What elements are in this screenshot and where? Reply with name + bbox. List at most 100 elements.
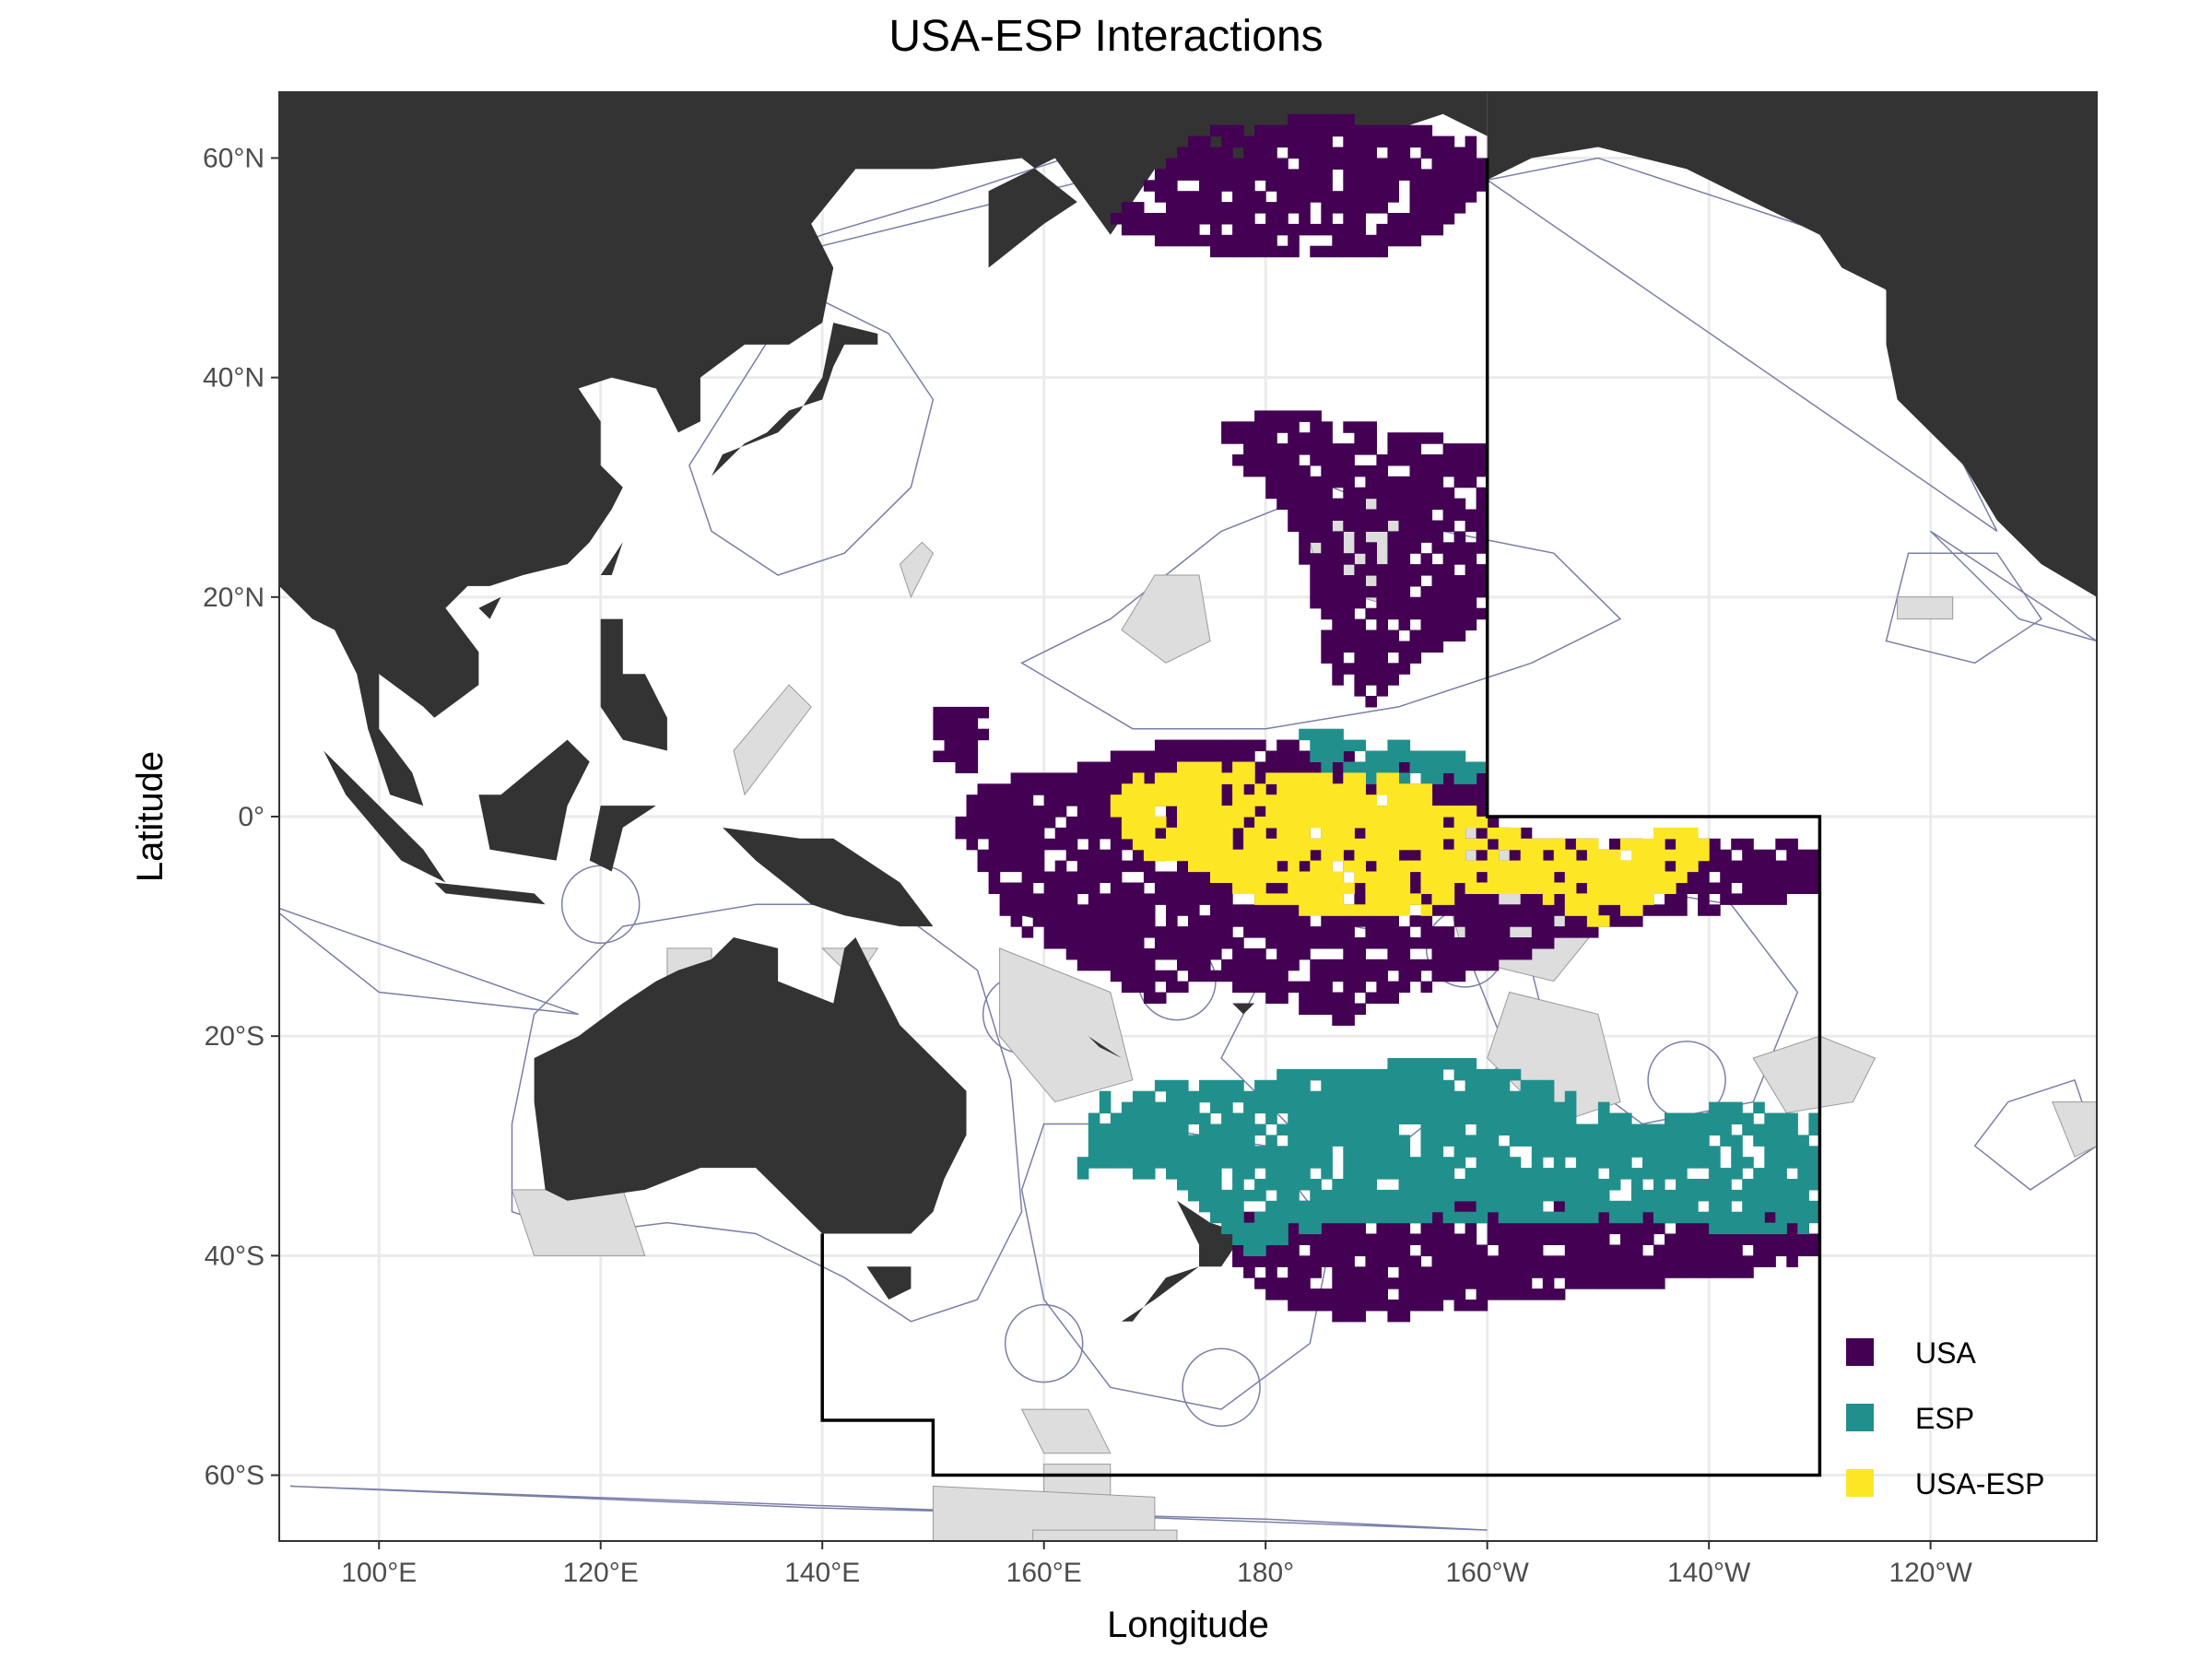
interaction-cell bbox=[1409, 882, 1422, 894]
interaction-cell bbox=[1343, 739, 1355, 752]
interaction-cell bbox=[1277, 487, 1288, 500]
interaction-cell bbox=[1332, 509, 1344, 521]
interaction-cell bbox=[1676, 1179, 1688, 1191]
interaction-cell bbox=[1398, 947, 1411, 960]
interaction-cell bbox=[1564, 838, 1577, 851]
interaction-cell bbox=[1797, 1233, 1809, 1245]
interaction-cell bbox=[1154, 1101, 1167, 1114]
interaction-cell bbox=[1376, 915, 1388, 927]
interaction-cell bbox=[1254, 915, 1266, 927]
interaction-cell bbox=[1553, 893, 1566, 905]
interaction-cell bbox=[1154, 1112, 1167, 1124]
interaction-cell bbox=[1365, 245, 1377, 258]
interaction-cell bbox=[1453, 585, 1466, 598]
interaction-cell bbox=[1354, 596, 1366, 609]
interaction-cell bbox=[1465, 1222, 1477, 1235]
interaction-cell bbox=[1188, 1146, 1200, 1158]
interaction-cell bbox=[1243, 147, 1255, 159]
interaction-cell bbox=[1354, 531, 1366, 543]
interaction-cell bbox=[1299, 947, 1311, 960]
interaction-cell bbox=[1731, 1146, 1743, 1158]
interaction-cell bbox=[1365, 1068, 1377, 1081]
interaction-cell bbox=[1608, 1211, 1621, 1224]
interaction-cell bbox=[1199, 158, 1211, 170]
interaction-cell bbox=[1365, 871, 1377, 883]
interaction-cell bbox=[1431, 169, 1444, 181]
interaction-cell bbox=[1243, 817, 1255, 829]
interaction-cell bbox=[1431, 1255, 1444, 1267]
interaction-cell bbox=[1177, 1101, 1189, 1114]
interaction-cell bbox=[1332, 806, 1344, 818]
interaction-cell bbox=[1365, 652, 1377, 664]
interaction-cell bbox=[1254, 410, 1266, 422]
interaction-cell bbox=[1310, 553, 1322, 565]
interaction-cell bbox=[1265, 1135, 1277, 1147]
interaction-cell bbox=[1332, 871, 1344, 883]
interaction-cell bbox=[1453, 882, 1466, 894]
interaction-cell bbox=[1343, 180, 1355, 192]
interaction-cell bbox=[1288, 169, 1300, 181]
interaction-cell bbox=[1465, 1244, 1477, 1256]
interaction-cell bbox=[1586, 1168, 1599, 1180]
interaction-cell bbox=[1343, 191, 1355, 203]
interaction-cell bbox=[1453, 1277, 1466, 1289]
interaction-cell bbox=[1387, 531, 1399, 543]
interaction-cell bbox=[1442, 772, 1455, 784]
interaction-cell bbox=[1288, 147, 1300, 159]
interaction-cell bbox=[1132, 827, 1145, 840]
interaction-cell bbox=[1720, 1222, 1732, 1235]
interaction-cell bbox=[1653, 849, 1665, 862]
interaction-cell bbox=[1154, 827, 1167, 840]
interaction-cell bbox=[1321, 509, 1333, 521]
interaction-cell bbox=[1265, 827, 1277, 840]
interaction-cell bbox=[1299, 893, 1311, 905]
interaction-cell bbox=[1288, 827, 1300, 840]
interaction-cell bbox=[1687, 1124, 1699, 1135]
land-mass bbox=[1232, 1003, 1255, 1015]
interaction-cell bbox=[1420, 838, 1433, 851]
interaction-cell bbox=[1575, 1266, 1588, 1278]
interaction-cell bbox=[1365, 794, 1377, 806]
protected-area bbox=[899, 541, 935, 599]
interaction-cell bbox=[1243, 443, 1255, 455]
interaction-cell bbox=[1343, 1222, 1355, 1235]
interaction-cell bbox=[1299, 465, 1311, 477]
interaction-cell bbox=[1420, 509, 1433, 521]
interaction-cell bbox=[1199, 893, 1211, 905]
interaction-cell bbox=[1398, 1157, 1411, 1169]
interaction-cell bbox=[1188, 806, 1200, 818]
interaction-cell bbox=[1453, 542, 1466, 554]
interaction-cell bbox=[1010, 904, 1023, 916]
interaction-cell bbox=[1453, 1179, 1466, 1191]
interaction-cell bbox=[1243, 1233, 1255, 1245]
interaction-cell bbox=[1354, 1090, 1366, 1103]
interaction-cell bbox=[1564, 849, 1577, 862]
interaction-cell bbox=[1720, 1112, 1732, 1124]
interaction-cell bbox=[1132, 915, 1145, 927]
interaction-cell bbox=[1299, 1124, 1311, 1135]
interaction-cell bbox=[1332, 1003, 1344, 1015]
interaction-cell bbox=[1121, 893, 1134, 905]
interaction-cell bbox=[1786, 1112, 1798, 1124]
interaction-cell bbox=[1088, 794, 1100, 806]
interaction-cell bbox=[1199, 783, 1211, 795]
interaction-cell bbox=[1166, 827, 1178, 840]
interaction-cell bbox=[1154, 926, 1167, 938]
interaction-cell bbox=[1265, 454, 1277, 466]
interaction-cell bbox=[1277, 1200, 1288, 1213]
interaction-cell bbox=[1398, 904, 1411, 916]
interaction-cell bbox=[1520, 1277, 1533, 1289]
interaction-cell bbox=[1398, 124, 1411, 137]
interaction-cell bbox=[1431, 1058, 1444, 1070]
interaction-cell bbox=[1531, 1233, 1544, 1245]
interaction-cell bbox=[1232, 158, 1244, 170]
interaction-cell bbox=[1277, 223, 1288, 236]
interaction-cell bbox=[1343, 585, 1355, 598]
interaction-cell bbox=[1321, 849, 1333, 862]
interaction-cell bbox=[1332, 1310, 1344, 1323]
interaction-cell bbox=[1265, 750, 1277, 762]
interaction-cell bbox=[1653, 1244, 1665, 1256]
interaction-cell bbox=[1210, 169, 1222, 181]
interaction-cell bbox=[1210, 191, 1222, 203]
interaction-cell bbox=[1498, 1068, 1511, 1081]
